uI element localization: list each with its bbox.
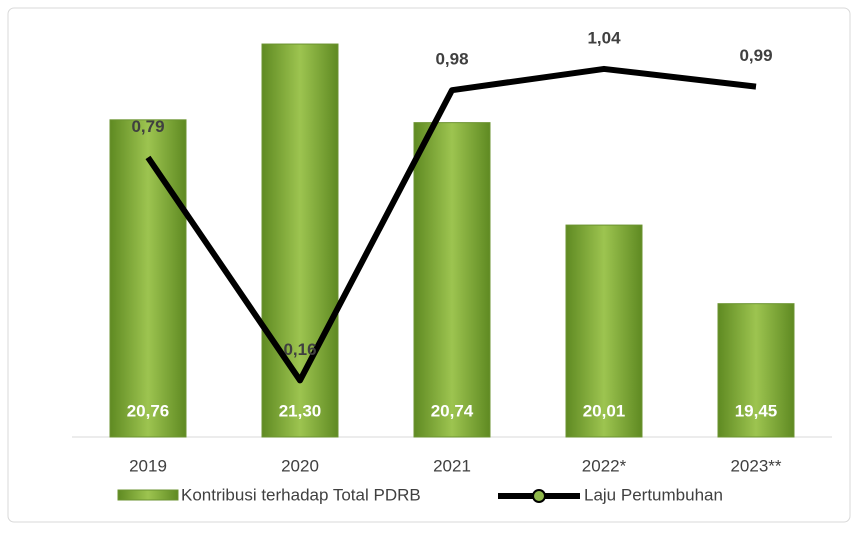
legend-label: Laju Pertumbuhan: [584, 485, 723, 504]
legend-marker: [532, 489, 546, 503]
bar: [413, 122, 491, 438]
x-tick-label: 2020: [281, 456, 319, 475]
bar-value-label: 20,74: [431, 401, 474, 420]
x-tick-label: 2021: [433, 456, 471, 475]
line-value-label: 0,79: [131, 117, 164, 136]
line-value-label: 0,16: [283, 340, 316, 359]
legend-label: Kontribusi terhadap Total PDRB: [181, 485, 421, 504]
x-tick-label: 2019: [129, 456, 167, 475]
line-value-label: 0,98: [435, 50, 468, 69]
bar: [565, 224, 643, 438]
line: [145, 65, 757, 384]
bar: [717, 303, 795, 438]
line-value-label: 0,99: [739, 46, 772, 65]
bar-value-label: 20,01: [583, 401, 626, 420]
line-value-label: 1,04: [587, 28, 621, 47]
bar-value-label: 19,45: [735, 401, 778, 420]
x-tick-label: 2022*: [582, 456, 627, 475]
bar-value-label: 20,76: [127, 401, 170, 420]
bar-value-label: 21,30: [279, 401, 322, 420]
x-tick-label: 2023**: [730, 456, 781, 475]
legend-swatch: [117, 489, 179, 501]
bar: [109, 119, 187, 438]
bar: [261, 43, 339, 438]
